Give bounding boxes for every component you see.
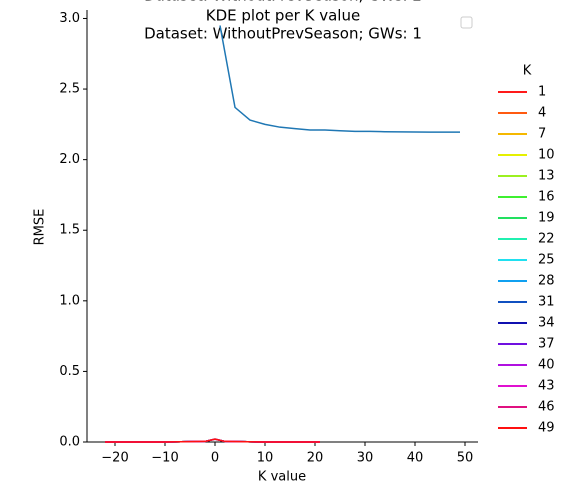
x-tick-label: 20: [307, 451, 324, 466]
legend-label: 16: [538, 190, 555, 205]
x-tick-label: 0: [211, 451, 219, 466]
legend-label: 46: [538, 400, 555, 415]
legend-label: 31: [538, 295, 555, 310]
legend-label: 40: [538, 358, 555, 373]
legend-label: 22: [538, 232, 555, 247]
y-tick-label: 1.0: [59, 293, 80, 308]
legend-label: 28: [538, 274, 555, 289]
legend-label: 19: [538, 211, 555, 226]
y-tick-label: 2.0: [59, 152, 80, 167]
x-tick-label: 50: [457, 451, 474, 466]
line: [105, 438, 320, 443]
legend-label: 13: [538, 169, 555, 184]
x-tick-label: 30: [357, 451, 374, 466]
legend-label: 34: [538, 316, 555, 331]
legend-label: 7: [538, 127, 546, 142]
x-tick-label: −20: [101, 451, 128, 466]
legend-label: 1: [538, 85, 546, 100]
legend-label: 43: [538, 379, 555, 394]
x-tick-label: 40: [407, 451, 424, 466]
legend-label: 25: [538, 253, 555, 268]
y-axis-label: RMSE: [33, 209, 48, 246]
legend-label: 10: [538, 148, 555, 163]
empty-legend: [460, 16, 473, 29]
legend-title: K: [523, 64, 532, 79]
y-tick-label: 1.5: [59, 223, 80, 238]
x-tick-label: −10: [151, 451, 178, 466]
y-tick-label: 2.5: [59, 82, 80, 97]
chart-title: Dataset: WithoutPrevSeason; GWs: 1: [144, 25, 422, 43]
y-tick-label: 0.5: [59, 364, 80, 379]
chart-title: KDE plot per K value: [206, 7, 360, 25]
y-tick-label: 3.0: [59, 11, 80, 26]
legend-label: 4: [538, 106, 546, 121]
legend-label: 49: [538, 421, 555, 436]
x-tick-label: 10: [257, 451, 274, 466]
line: [219, 25, 460, 133]
y-tick-label: 0.0: [59, 435, 80, 450]
legend-label: 37: [538, 337, 555, 352]
chart-title: Dataset: WithoutPrevSeason; GWs: 2: [144, 0, 422, 5]
x-axis-label: K value: [258, 470, 306, 485]
